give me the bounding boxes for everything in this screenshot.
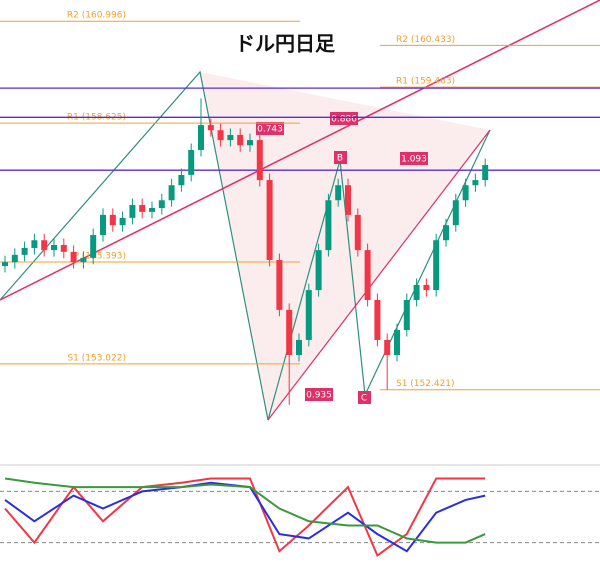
candle-body <box>168 185 175 201</box>
candle-body <box>345 185 351 215</box>
pivot-label: P (155.393) <box>73 252 126 262</box>
point-label: C <box>361 394 367 404</box>
candle-body <box>482 165 489 181</box>
candle-body <box>90 235 97 258</box>
candle-body <box>335 185 342 201</box>
candle-body <box>227 134 234 141</box>
pivot-label: R2 (160.996) <box>67 11 126 21</box>
candle-body <box>11 254 18 263</box>
candle-body <box>109 214 116 226</box>
point-label-bg <box>334 151 347 164</box>
candle-body <box>158 200 165 209</box>
candle-body <box>70 251 77 263</box>
candle-body <box>178 174 185 186</box>
pivot-label: S1 (153.022) <box>67 353 126 363</box>
candle-body <box>315 250 322 291</box>
candle-body <box>354 214 361 251</box>
pivot-label: R1 (159.463) <box>396 77 455 87</box>
candle-body <box>296 339 302 355</box>
candle-body <box>139 204 146 212</box>
osc-line <box>4 477 486 558</box>
candle-body <box>286 309 293 355</box>
point-label-bg <box>358 391 371 404</box>
candle-body <box>207 125 214 131</box>
candle-body <box>60 244 67 252</box>
candle-body <box>129 204 136 218</box>
candle-body <box>217 130 224 141</box>
candle-body <box>266 180 273 261</box>
trend-line <box>0 0 600 301</box>
candle-body <box>51 244 57 251</box>
fib-label: 0.886 <box>331 115 357 125</box>
fib-label-bg <box>400 152 428 165</box>
candle-body <box>276 260 283 310</box>
point-label: B <box>337 154 343 164</box>
candle-body <box>2 262 8 267</box>
candle-body <box>443 225 449 241</box>
candle-body <box>374 299 381 340</box>
candle-body <box>394 330 400 355</box>
candle-body <box>80 257 87 263</box>
candle-body <box>403 299 410 331</box>
candle-body <box>305 290 312 340</box>
candle-body <box>472 180 479 186</box>
fib-label: 0.935 <box>306 391 332 401</box>
candle-body <box>41 240 48 251</box>
candle-body <box>462 185 469 201</box>
candle-body <box>21 247 28 255</box>
osc-line <box>4 481 486 553</box>
candle-body <box>384 339 391 355</box>
fib-label-bg <box>305 388 333 401</box>
osc-line <box>4 477 486 544</box>
fib-label: 0.743 <box>257 125 283 135</box>
candle-body <box>119 217 126 226</box>
fib-label: 1.093 <box>401 155 427 165</box>
candle-body <box>198 125 204 150</box>
candle-body <box>100 214 106 236</box>
candle-body <box>149 208 155 212</box>
fib-label-bg <box>330 112 358 125</box>
chart-title: ドル円日足 <box>235 32 336 56</box>
candle-body <box>256 140 263 181</box>
candle-body <box>237 134 244 146</box>
trend-line <box>267 129 491 421</box>
pivot-label: S1 (152.421) <box>396 379 455 389</box>
candle-body <box>423 284 430 291</box>
candle-body <box>325 200 332 251</box>
candle-body <box>31 240 38 248</box>
candle-body <box>188 149 195 175</box>
candle-body <box>452 200 459 226</box>
pivot-label: R2 (160.433) <box>396 35 455 45</box>
candle-body <box>413 284 420 300</box>
candle-body <box>364 250 371 300</box>
candle-body <box>433 240 440 291</box>
fib-label-bg <box>256 122 284 135</box>
candle-body <box>247 140 253 146</box>
